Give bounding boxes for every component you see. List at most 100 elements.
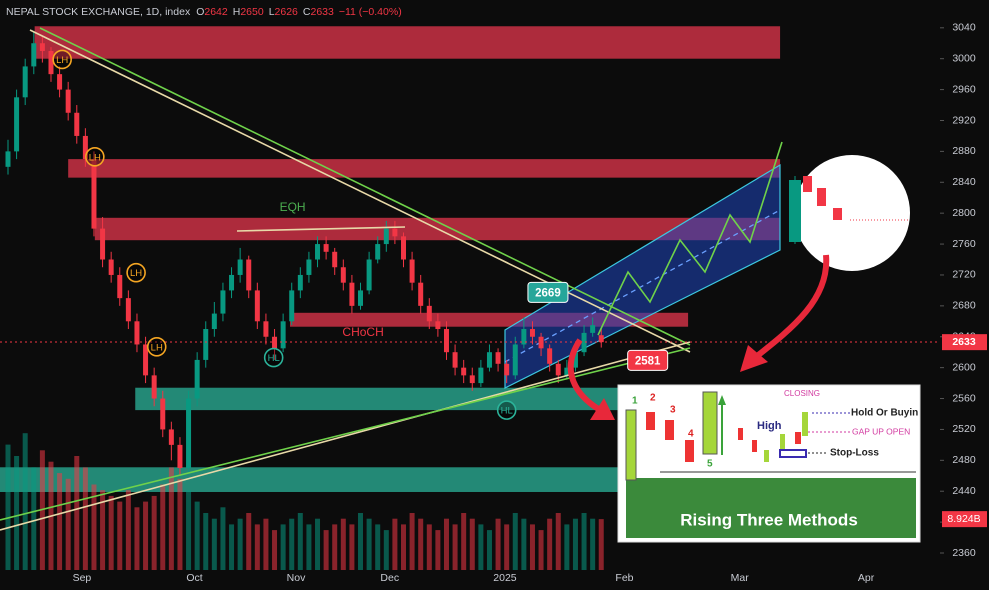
candle-body: [229, 274, 235, 291]
y-tick-label: 2720: [952, 269, 976, 281]
inset-step: 2: [650, 393, 656, 404]
candle-body: [177, 444, 183, 469]
volume-bar: [332, 524, 338, 570]
volume-bar: [375, 524, 381, 570]
candle-body: [461, 367, 467, 376]
candle-body: [590, 325, 596, 333]
x-tick-label: Feb: [615, 572, 633, 584]
trend-line: [39, 27, 691, 346]
volume-bar: [125, 490, 131, 570]
candle-body: [418, 282, 424, 306]
y-tick-label: 2800: [952, 207, 976, 219]
x-tick-label: Mar: [731, 572, 750, 584]
x-tick-label: Nov: [287, 572, 306, 584]
candle-body: [478, 367, 484, 384]
volume-bar: [435, 530, 441, 570]
candle-body: [358, 290, 364, 306]
y-tick-label: 2880: [952, 145, 976, 157]
inset-candle: [752, 440, 757, 452]
candle-body: [22, 66, 28, 98]
volume-bar: [117, 501, 123, 570]
candle-body: [529, 329, 535, 337]
volume-bar: [186, 490, 192, 570]
volume-bar: [272, 530, 278, 570]
zoom-candle: [789, 180, 801, 242]
volume-bar: [547, 518, 553, 570]
candle-body: [194, 359, 200, 399]
candle-body: [151, 375, 157, 399]
y-tick-label: 2480: [952, 454, 976, 466]
structure-label: CHoCH: [342, 325, 383, 339]
volume-bar: [383, 530, 389, 570]
ohlc-label: H: [233, 6, 241, 18]
x-tick-label: Dec: [380, 572, 399, 584]
inset-candle: [802, 412, 808, 436]
candle-body: [598, 335, 604, 343]
volume-bar: [254, 524, 260, 570]
volume-bar: [538, 530, 544, 570]
last-price-label: 2633: [952, 336, 976, 348]
y-tick-label: 3000: [952, 52, 976, 64]
volume-bar: [82, 467, 88, 570]
candle-body: [272, 336, 278, 349]
swing-label: LH: [89, 152, 101, 163]
candle-body: [211, 313, 217, 330]
y-tick-label: 2560: [952, 392, 976, 404]
ohlc-value: 2633: [310, 6, 334, 18]
candle-body: [246, 259, 252, 291]
y-tick-label: 2680: [952, 300, 976, 312]
volume-bar: [340, 518, 346, 570]
y-tick-label: 2840: [952, 176, 976, 188]
price-tag-label: 2581: [635, 355, 661, 367]
inset-candle: [665, 420, 674, 440]
volume-tag-label: 8.924B: [947, 513, 980, 525]
volume-bar: [521, 518, 527, 570]
volume-bar: [14, 456, 20, 570]
volume-bar: [418, 518, 424, 570]
volume-bar: [512, 513, 518, 570]
header-title: NEPAL STOCK EXCHANGE, 1D, index: [6, 6, 191, 18]
zoom-candle: [833, 208, 842, 220]
candle-body: [39, 43, 45, 51]
candle-body: [435, 321, 441, 330]
trend-line: [29, 29, 691, 353]
candle-body: [220, 290, 226, 314]
candle-body: [74, 112, 80, 136]
inset-title: Rising Three Methods: [680, 510, 858, 529]
candle-body: [512, 344, 518, 376]
inset-candle: [702, 391, 718, 455]
volume-bar: [246, 513, 252, 570]
volume-bar: [306, 524, 312, 570]
y-tick-label: 2520: [952, 423, 976, 435]
volume-bar: [237, 518, 243, 570]
candle-body: [392, 228, 398, 237]
candle-body: [564, 367, 570, 376]
volume-bar: [409, 513, 415, 570]
zoom-circle: [789, 155, 910, 271]
inset-gap: GAP UP OPEN: [852, 426, 910, 436]
candle-body: [117, 274, 123, 299]
ohlc-label: O: [196, 6, 204, 18]
price-tag: [627, 349, 669, 371]
volume-bar: [280, 524, 286, 570]
y-tick-label: 2600: [952, 361, 976, 373]
swing-marker: [126, 262, 146, 283]
volume-bar: [57, 473, 63, 570]
volume-bar: [211, 518, 217, 570]
eqh-line: [236, 226, 406, 232]
candle-body: [125, 298, 131, 322]
volume-bar: [22, 433, 28, 570]
candle-body: [134, 321, 140, 345]
candle-body: [332, 251, 338, 268]
inset-step: 1: [632, 396, 638, 407]
volume-bar: [229, 524, 235, 570]
arrow-head: [590, 398, 615, 420]
change: −11 (−0.40%): [339, 6, 402, 18]
swing-label: LH: [56, 55, 68, 66]
y-tick-label: 2760: [952, 238, 976, 250]
y-tick-label: 2360: [952, 547, 976, 559]
volume-bar: [555, 513, 561, 570]
candle-body: [143, 344, 149, 376]
arrow: [567, 338, 602, 413]
